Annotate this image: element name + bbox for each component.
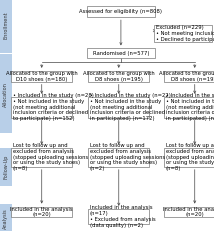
FancyBboxPatch shape xyxy=(0,54,12,133)
FancyBboxPatch shape xyxy=(88,209,149,224)
FancyBboxPatch shape xyxy=(88,148,149,167)
Text: Lost to follow up and
excluded from analysis
(stopped uploading sessions
or usin: Lost to follow up and excluded from anal… xyxy=(166,143,214,171)
FancyBboxPatch shape xyxy=(11,97,72,118)
Text: Randomised (n=577): Randomised (n=577) xyxy=(93,51,149,56)
Text: Excluded (n=229)
• Not meeting inclusion criteria (n=68)
• Declined to participa: Excluded (n=229) • Not meeting inclusion… xyxy=(156,25,214,42)
FancyBboxPatch shape xyxy=(87,6,155,17)
Text: • Included in the study (n=35)
• Not included in the study
(not meeting addition: • Included in the study (n=35) • Not inc… xyxy=(166,93,214,121)
Text: Enrollment: Enrollment xyxy=(3,11,8,39)
Text: Lost to follow up and
excluded from analysis
(stopped uploading sessions
or usin: Lost to follow up and excluded from anal… xyxy=(13,143,88,171)
Text: • Included in the study (n=28)
• Not included in the study
(not meeting addition: • Included in the study (n=28) • Not inc… xyxy=(13,93,94,121)
Text: Follow-Up: Follow-Up xyxy=(3,154,8,179)
Text: Allocated to the group with
D8 shoes (n=195): Allocated to the group with D8 shoes (n=… xyxy=(83,71,155,82)
Text: • Included in the study (n=22)
• Not included in the study
(not meeting addition: • Included in the study (n=22) • Not inc… xyxy=(90,93,171,121)
FancyBboxPatch shape xyxy=(164,71,214,82)
FancyBboxPatch shape xyxy=(87,48,155,58)
Text: Lost to follow up and
excluded from analysis
(stopped uploading sessions
or usin: Lost to follow up and excluded from anal… xyxy=(90,143,165,171)
Text: Allocated to the group with
D10 shoes (n=180): Allocated to the group with D10 shoes (n… xyxy=(6,71,78,82)
FancyBboxPatch shape xyxy=(11,206,72,217)
FancyBboxPatch shape xyxy=(11,71,72,82)
FancyBboxPatch shape xyxy=(88,97,149,118)
Text: Included in the analysis
(n=17)
• Excluded from analysis
(data quality) (n=2): Included in the analysis (n=17) • Exclud… xyxy=(90,205,156,228)
FancyBboxPatch shape xyxy=(164,97,214,118)
Text: Included in the analysis
(n=20): Included in the analysis (n=20) xyxy=(10,206,73,217)
FancyBboxPatch shape xyxy=(11,148,72,167)
FancyBboxPatch shape xyxy=(164,148,214,167)
FancyBboxPatch shape xyxy=(164,206,214,217)
FancyBboxPatch shape xyxy=(88,71,149,82)
FancyBboxPatch shape xyxy=(0,204,12,231)
Text: Assessed for eligibility (n=808): Assessed for eligibility (n=808) xyxy=(79,9,162,14)
Text: Allocation: Allocation xyxy=(3,82,8,107)
FancyBboxPatch shape xyxy=(154,25,212,42)
FancyBboxPatch shape xyxy=(0,148,12,186)
Text: Included in the analysis
(n=20): Included in the analysis (n=20) xyxy=(163,206,214,217)
FancyBboxPatch shape xyxy=(0,0,12,53)
Text: Analysis: Analysis xyxy=(3,208,8,229)
Text: Allocated to the group with
D8 shoes (n=192): Allocated to the group with D8 shoes (n=… xyxy=(159,71,214,82)
